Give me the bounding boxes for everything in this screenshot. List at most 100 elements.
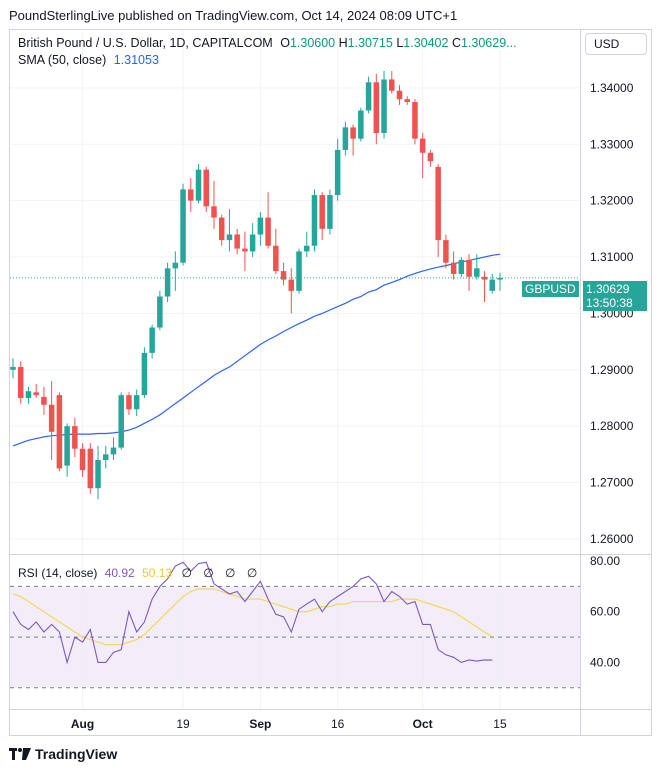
candle-body [280, 271, 287, 280]
attribution-header: PoundSterlingLive published on TradingVi… [9, 8, 458, 23]
candle [481, 271, 488, 303]
price-tick-label: 1.32000 [590, 194, 634, 208]
candle-body [211, 206, 217, 218]
candle [180, 183, 186, 266]
rsi-axis-ticks: 80.00 60.00 40.00 [590, 554, 620, 669]
candle-body [365, 82, 372, 111]
candle [79, 443, 86, 477]
candle [95, 445, 101, 500]
candle [396, 85, 403, 105]
candle-body [95, 459, 101, 489]
candle-body [195, 169, 202, 201]
sma-value: 1.31053 [113, 53, 159, 67]
candle-body [489, 279, 496, 291]
time-tick-label: 19 [176, 717, 190, 731]
candle [226, 209, 233, 252]
candle-body [466, 259, 472, 277]
candle-body [303, 245, 310, 252]
candle [311, 189, 318, 252]
candle-body [242, 248, 248, 252]
chart-frame [9, 29, 652, 736]
tradingview-brand: TradingView [35, 746, 118, 762]
sma-label: SMA (50, close) [18, 53, 107, 67]
bar-countdown-tag: 13:50:38 [583, 296, 647, 311]
price-tick-label: 1.28000 [590, 419, 634, 433]
candle-body [157, 296, 163, 328]
candle [133, 389, 140, 417]
candle-body [103, 454, 109, 460]
candle-body [412, 102, 418, 139]
rsi-band-fill [10, 586, 580, 688]
candle-body [17, 366, 24, 398]
candle-body [373, 82, 380, 134]
rsi-ma-value: 50.13 [142, 566, 173, 580]
candle-body [87, 448, 94, 489]
candle-body [188, 189, 194, 201]
tradingview-footer[interactable]: TradingView [9, 746, 117, 762]
candle [72, 417, 78, 458]
candle-body [458, 259, 465, 274]
rsi-label: RSI (14, close) [18, 566, 98, 580]
candle-body [396, 90, 403, 100]
candle [280, 262, 287, 286]
candle-body [72, 426, 78, 449]
symbol-legend: British Pound / U.S. Dollar, 1D, CAPITAL… [18, 36, 517, 50]
candle-body [218, 217, 225, 241]
candle-body [133, 395, 140, 410]
low-label: L [396, 36, 404, 50]
candle [25, 386, 32, 404]
rsi-level-lines [10, 585, 580, 689]
time-axis-ticks: Aug 19 Sep 16 Oct 15 [71, 717, 507, 731]
candle-body [443, 240, 449, 263]
open-label: O [280, 36, 290, 50]
candle-body [172, 262, 179, 269]
candle-body [141, 352, 148, 396]
currency-button[interactable]: USD [585, 33, 647, 55]
candle-body [350, 127, 356, 139]
candle [203, 166, 209, 212]
candle [365, 76, 372, 114]
candle [118, 392, 124, 450]
candle [188, 178, 194, 212]
candle-body [273, 245, 279, 272]
candle [157, 290, 163, 331]
candle-body [497, 277, 503, 280]
candle [435, 164, 441, 258]
candle [234, 228, 240, 255]
candle-body [164, 268, 171, 297]
sma-line [12, 253, 501, 447]
price-tick-label: 1.27000 [590, 476, 634, 490]
close-value: 1.30629... [460, 36, 517, 50]
candle [56, 392, 63, 472]
candle [257, 211, 264, 246]
candle [265, 192, 271, 249]
candle [334, 138, 341, 201]
candle [242, 231, 248, 272]
candle [327, 189, 333, 235]
candle [489, 273, 496, 294]
candle [172, 251, 179, 291]
candle-body [327, 195, 333, 229]
candle [273, 228, 279, 274]
candle-body [25, 391, 32, 398]
candle [342, 121, 349, 156]
candle [466, 254, 472, 291]
rsi-line [12, 561, 493, 665]
candle [288, 268, 295, 314]
candle-body [427, 152, 434, 162]
candle [319, 192, 325, 241]
high-value: 1.30715 [347, 36, 393, 50]
candle [296, 248, 302, 294]
candle [149, 324, 155, 359]
price-tick-label: 1.29000 [590, 363, 634, 377]
candles [10, 71, 503, 500]
candle [10, 358, 16, 379]
symbol-title: British Pound / U.S. Dollar, 1D, CAPITAL… [18, 36, 273, 50]
candle-body [358, 110, 364, 139]
candle-body [319, 195, 325, 229]
candle-body [234, 234, 240, 249]
candle [443, 234, 449, 269]
candle-body [257, 217, 264, 235]
candle [497, 272, 503, 291]
